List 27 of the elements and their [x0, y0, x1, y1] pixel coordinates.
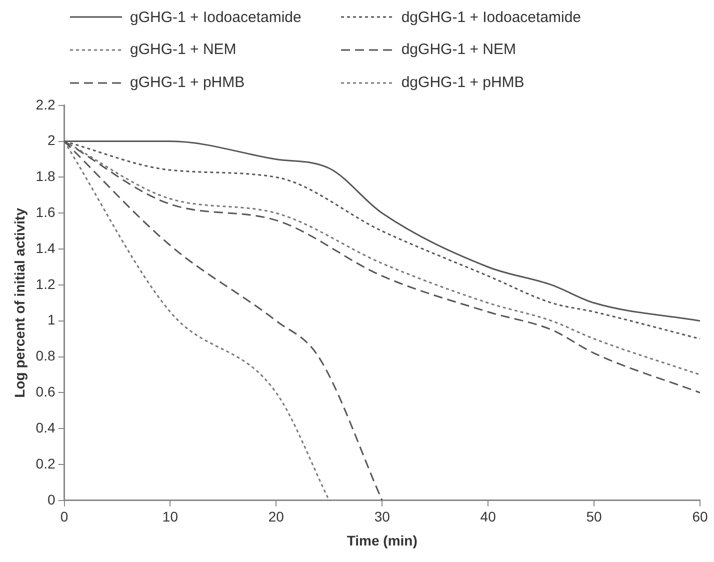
y-tick-label: 1.2: [36, 276, 56, 292]
x-tick-label: 30: [374, 508, 390, 525]
y-tick-label: 1: [47, 312, 56, 328]
legend-label: gGHG-1 + NEM: [130, 41, 236, 58]
y-tick-label: 2: [47, 132, 56, 148]
legend-label: gGHG-1 + Iodoacetamide: [130, 8, 302, 26]
legend-label: gGHG-1 + pHMB: [130, 74, 245, 92]
x-axis-title: Time (min): [346, 532, 418, 548]
x-tick-label: 20: [268, 508, 284, 525]
y-tick-label: 0.2: [36, 455, 56, 472]
x-tick-label: 10: [162, 508, 178, 525]
legend-label: dgGHG-1 + pHMB: [401, 74, 524, 92]
y-tick-label: 1.8: [36, 168, 56, 184]
x-tick-label: 60: [692, 508, 708, 525]
y-tick-label: 0.8: [36, 348, 56, 364]
y-tick-label: 1.4: [36, 240, 56, 256]
y-tick-label: 1.6: [36, 204, 56, 220]
x-tick-label: 40: [480, 508, 496, 525]
x-tick-label: 50: [586, 508, 602, 525]
y-axis-title: Log percent of initial activity: [11, 208, 28, 398]
legend-label: dgGHG-1 + NEM: [401, 41, 516, 58]
x-tick-label: 0: [60, 508, 68, 525]
y-tick-label: 0.6: [36, 384, 56, 400]
y-tick-label: 0.4: [36, 419, 56, 436]
legend-label: dgGHG-1 + Iodoacetamide: [401, 8, 582, 26]
y-tick-label: 2.2: [36, 96, 56, 112]
y-tick-label: 0: [47, 491, 56, 508]
